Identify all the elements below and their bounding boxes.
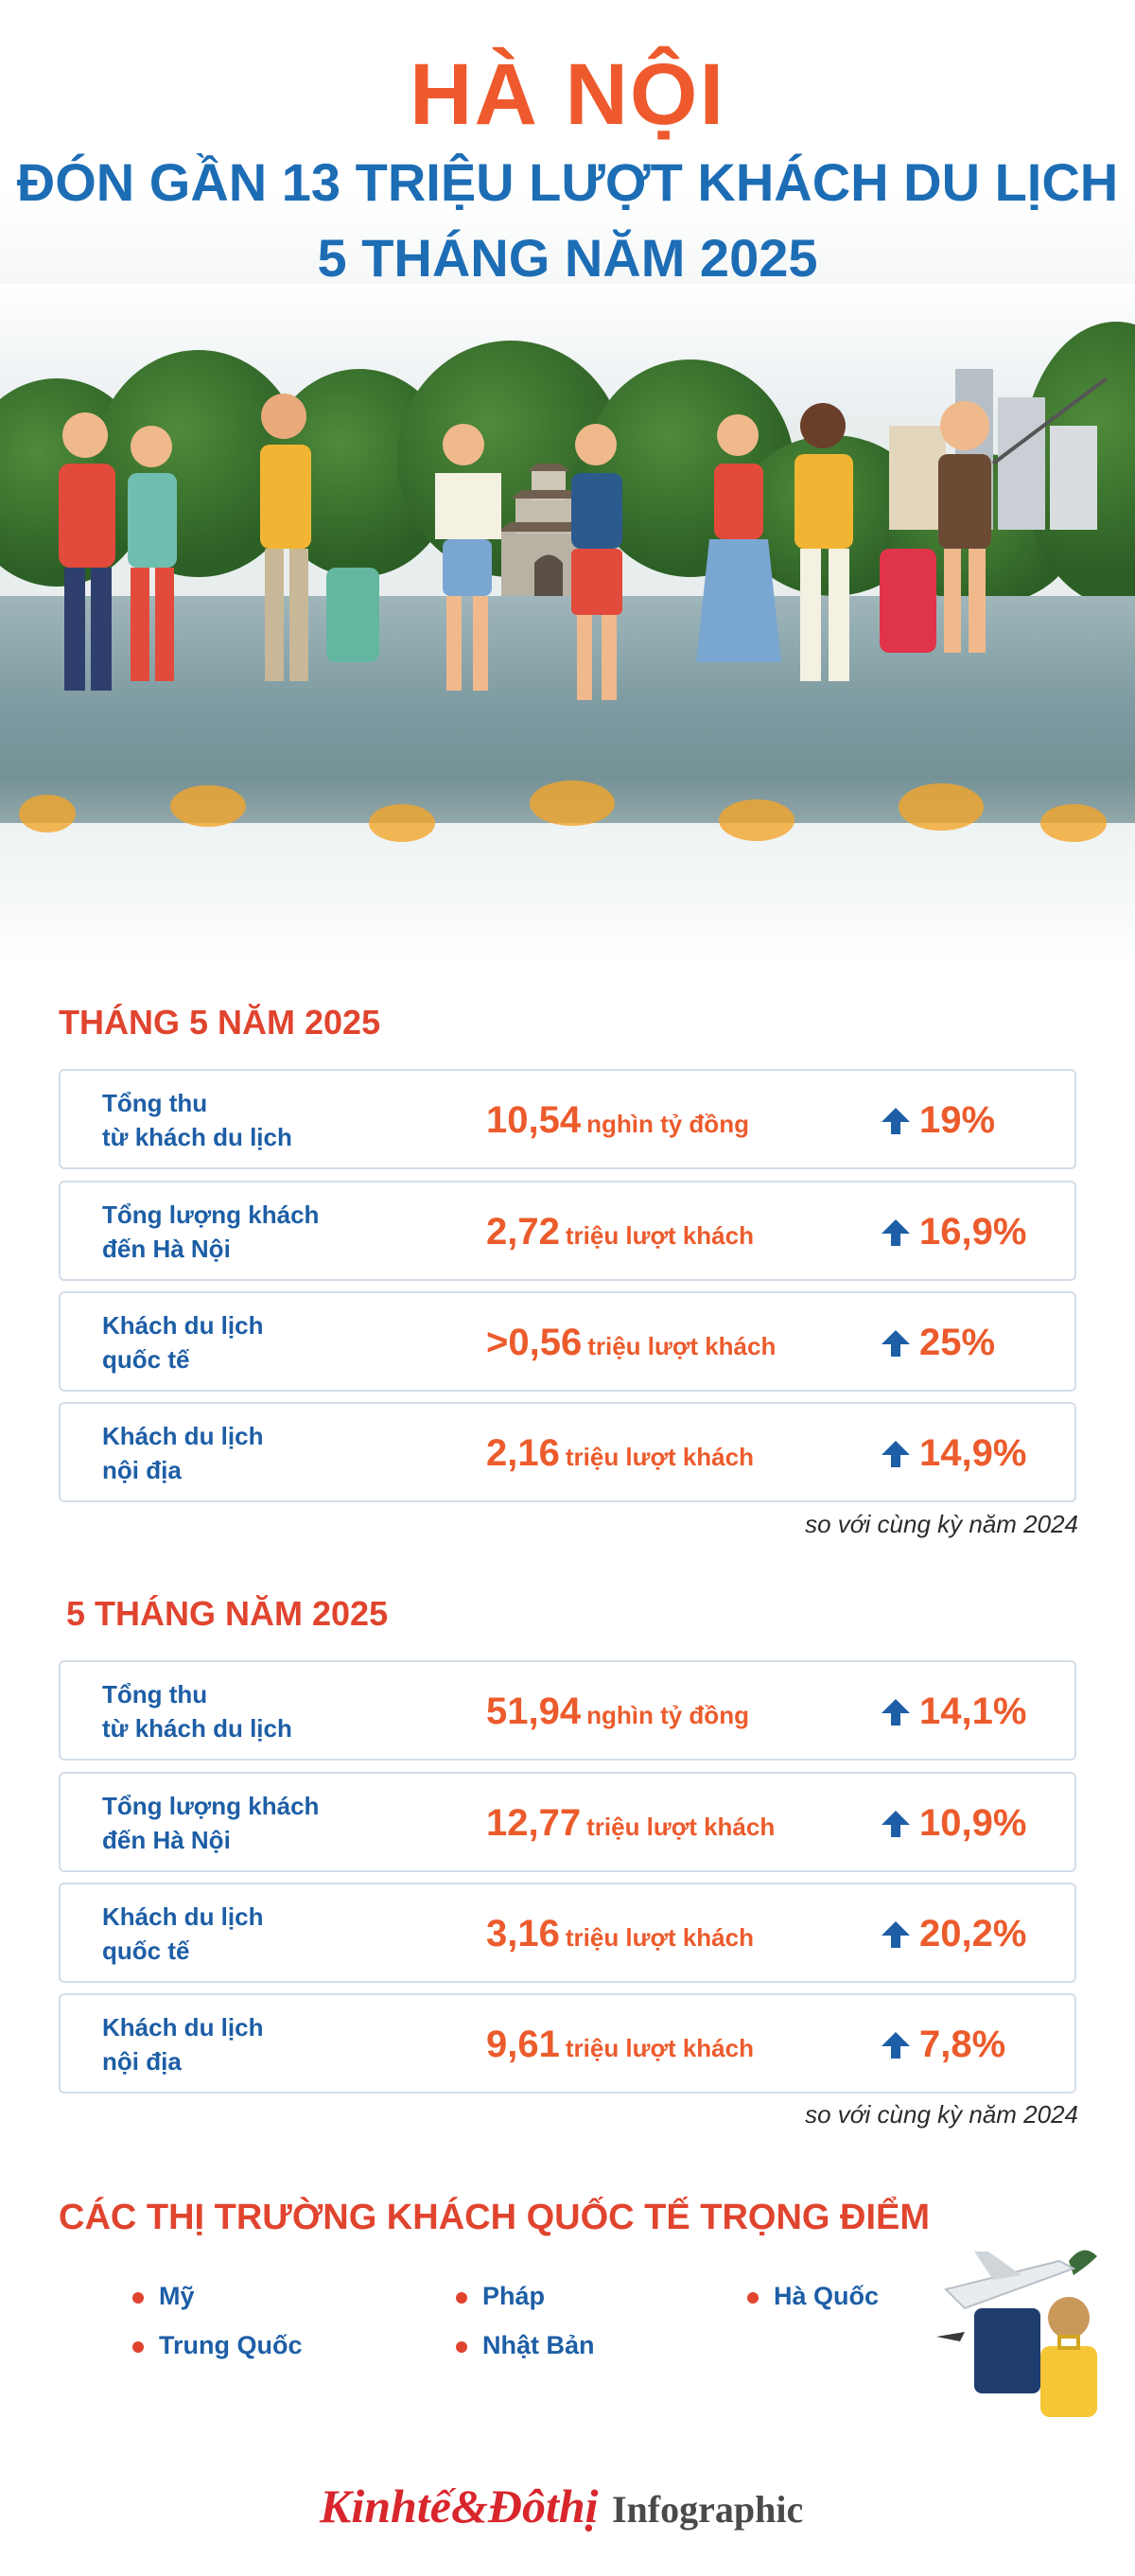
tourist-couple bbox=[59, 412, 177, 691]
stat-row: Khách du lịch nội địa 2,16 triệu lượt khác… bbox=[59, 1402, 1076, 1502]
stat-change: 7,8% bbox=[882, 2024, 1005, 2066]
market-item: Trung Quốc bbox=[132, 2331, 303, 2360]
stat-row: Tổng lượng khách đến Hà Nội 2,72 triệu lượ… bbox=[59, 1181, 1076, 1281]
page-subtitle-line1: ĐÓN GẦN 13 TRIỆU LƯỢT KHÁCH DU LỊCH bbox=[16, 152, 1119, 212]
stat-change: 25% bbox=[882, 1322, 995, 1364]
bullet-dot-icon bbox=[132, 2340, 144, 2353]
bullet-dot-icon bbox=[747, 2291, 759, 2304]
page-title: HÀ NỘI bbox=[410, 46, 725, 143]
up-arrow-icon bbox=[882, 1107, 910, 1134]
section-title-five-months: 5 THÁNG NĂM 2025 bbox=[66, 1594, 389, 1633]
tourists-illustration bbox=[59, 378, 1109, 700]
tourist-with-map bbox=[435, 424, 501, 691]
page-subtitle-line2: 5 THÁNG NĂM 2025 bbox=[317, 228, 818, 288]
stat-row: Khách du lịch nội địa 9,61 triệu lượt khác… bbox=[59, 1993, 1076, 2094]
stat-value: 10,54 nghìn tỷ đồng bbox=[486, 1099, 749, 1141]
market-item: Pháp bbox=[456, 2282, 545, 2311]
brand-logo: Kinhtế&Đôthị Infographic bbox=[320, 2479, 803, 2535]
stat-label: Tổng thu từ khách du lịch bbox=[102, 1089, 292, 1151]
airplane-luggage-icon bbox=[936, 2250, 1097, 2417]
comparison-note: so với cùng kỳ năm 2024 bbox=[805, 1510, 1078, 1538]
bullet-dot-icon bbox=[456, 2340, 467, 2353]
tourist-group-map bbox=[696, 403, 853, 681]
stat-change: 14,1% bbox=[882, 1691, 1026, 1733]
up-arrow-icon bbox=[882, 1218, 910, 1246]
markets-title: CÁC THỊ TRƯỜNG KHÁCH QUỐC TẾ TRỌNG ĐIỂM bbox=[59, 2198, 931, 2237]
comparison-note: so với cùng kỳ năm 2024 bbox=[805, 2100, 1078, 2129]
bullet-dot-icon bbox=[132, 2291, 144, 2304]
stat-value: >0,56 triệu lượt khách bbox=[486, 1322, 777, 1363]
stat-value: 12,77 triệu lượt khách bbox=[486, 1802, 776, 1844]
logo-brand-text: Kinhtế&Đôthị bbox=[320, 2480, 599, 2532]
tourist-red-shorts bbox=[571, 424, 622, 700]
stat-label: Khách du lịch quốc tế bbox=[102, 1902, 264, 1965]
tourist-selfie bbox=[880, 378, 1109, 653]
stat-row: Khách du lịch quốc tế >0,56 triệu lượt khá… bbox=[59, 1291, 1076, 1392]
stat-value: 9,61 triệu lượt khách bbox=[486, 2024, 754, 2065]
stat-label: Khách du lịch quốc tế bbox=[102, 1311, 264, 1374]
up-arrow-icon bbox=[882, 1440, 910, 1467]
section-title-month5: THÁNG 5 NĂM 2025 bbox=[59, 1003, 381, 1042]
up-arrow-icon bbox=[882, 1329, 910, 1357]
stat-change: 16,9% bbox=[882, 1211, 1026, 1253]
stat-value: 2,16 triệu lượt khách bbox=[486, 1432, 754, 1474]
up-arrow-icon bbox=[882, 2031, 910, 2059]
stat-row: Tổng lượng khách đến Hà Nội 12,77 triệu lư… bbox=[59, 1772, 1076, 1872]
logo-infographic-label: Infographic bbox=[611, 2488, 804, 2531]
stat-label: Tổng lượng khách đến Hà Nội bbox=[102, 1792, 320, 1854]
stat-label: Khách du lịch nội địa bbox=[102, 2013, 264, 2076]
up-arrow-icon bbox=[882, 1920, 910, 1948]
hero-banner: HÀ NỘI ĐÓN GẦN 13 TRIỆU LƯỢT KHÁCH DU LỊ… bbox=[0, 0, 1135, 1003]
tourist-with-suitcase bbox=[260, 394, 379, 681]
bullet-dot-icon bbox=[456, 2291, 467, 2304]
market-item: Nhật Bản bbox=[456, 2331, 595, 2360]
market-item: Hà Quốc bbox=[747, 2282, 879, 2311]
stat-change: 14,9% bbox=[882, 1432, 1026, 1475]
stat-value: 51,94 nghìn tỷ đồng bbox=[486, 1691, 749, 1732]
stat-change: 20,2% bbox=[882, 1913, 1026, 1955]
stat-value: 3,16 triệu lượt khách bbox=[486, 1913, 754, 1954]
up-arrow-icon bbox=[882, 1810, 910, 1837]
up-arrow-icon bbox=[882, 1698, 910, 1726]
market-item: Mỹ bbox=[132, 2282, 195, 2311]
stat-label: Tổng thu từ khách du lịch bbox=[102, 1680, 292, 1743]
stat-change: 10,9% bbox=[882, 1802, 1026, 1845]
flower-bed bbox=[0, 776, 1135, 1003]
stat-label: Khách du lịch nội địa bbox=[102, 1422, 264, 1484]
stat-change: 19% bbox=[882, 1099, 995, 1142]
stat-label: Tổng lượng khách đến Hà Nội bbox=[102, 1200, 320, 1263]
stat-value: 2,72 triệu lượt khách bbox=[486, 1211, 754, 1253]
stat-row: Tổng thu từ khách du lịch 51,94 nghìn tỷ đ… bbox=[59, 1660, 1076, 1761]
stat-row: Khách du lịch quốc tế 3,16 triệu lượt khác… bbox=[59, 1883, 1076, 1983]
stat-row: Tổng thu từ khách du lịch 10,54 nghìn tỷ đ… bbox=[59, 1069, 1076, 1169]
